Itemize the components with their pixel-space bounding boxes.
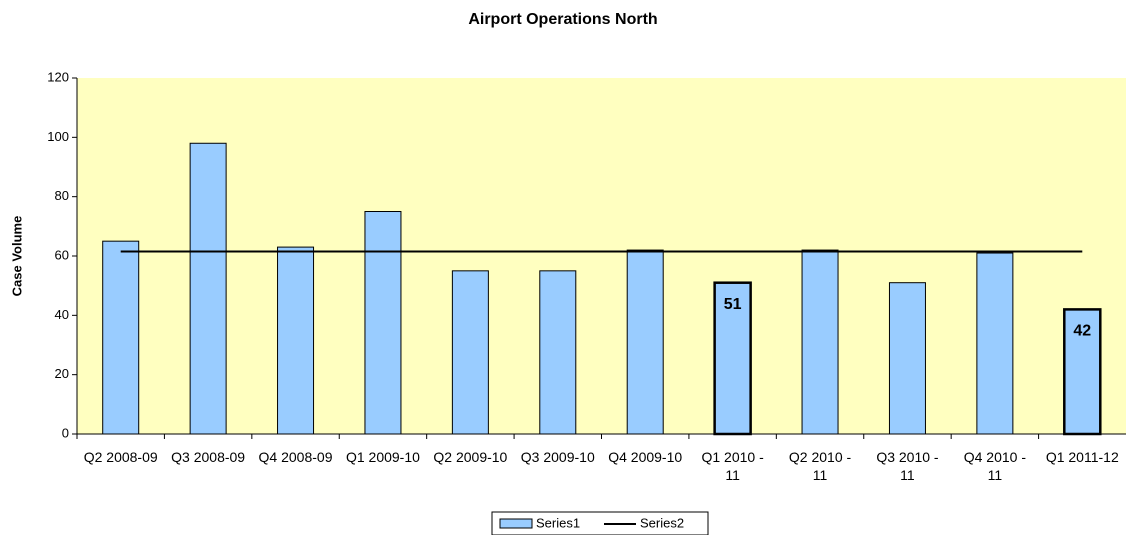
y-axis-label: Case Volume [9, 216, 24, 297]
y-tick-label: 80 [55, 188, 69, 203]
x-tick-label: Q2 2010 - 11 [788, 449, 852, 483]
x-tick-label: Q2 2009-10 [433, 449, 508, 465]
bar [626, 249, 664, 435]
y-tick-label: 0 [62, 425, 69, 440]
bar [277, 246, 315, 435]
x-tick-label: Q1 2011-12 [1045, 449, 1119, 465]
x-tick-label: Q4 2010 - 11 [963, 449, 1026, 483]
chart-title: Airport Operations North [468, 11, 657, 28]
legend-label: Series1 [536, 515, 580, 530]
x-tick-label: Q3 2008-09 [171, 449, 246, 465]
bar [888, 282, 926, 435]
data-label: 51 [724, 296, 742, 313]
y-tick-label: 20 [55, 366, 69, 381]
x-tick-label: Q3 2009-10 [520, 449, 595, 465]
y-tick-label: 100 [47, 129, 69, 144]
data-label: 42 [1073, 323, 1091, 340]
x-tick-label: Q4 2009-10 [608, 449, 683, 465]
bar [1063, 308, 1102, 436]
x-tick-label: Q1 2010 - 11 [701, 449, 764, 483]
y-tick-label: 40 [55, 307, 69, 322]
bar [451, 270, 489, 435]
legend-swatch [499, 518, 533, 529]
x-tick-label: Q1 2009-10 [345, 449, 420, 465]
bar [539, 270, 577, 435]
bar [801, 249, 839, 435]
bar [102, 240, 140, 435]
bar [364, 211, 402, 435]
bar [713, 281, 752, 436]
bar [189, 142, 227, 435]
plot-area [77, 78, 1126, 434]
x-tick-label: Q2 2008-09 [83, 449, 158, 465]
x-tick-label: Q3 2010 - 11 [876, 449, 939, 483]
x-tick-label: Q4 2008-09 [258, 449, 333, 465]
legend-label: Series2 [640, 515, 684, 530]
legend-box [491, 511, 709, 535]
y-tick-label: 120 [47, 69, 69, 84]
bar [976, 252, 1014, 435]
y-tick-label: 60 [55, 247, 69, 262]
